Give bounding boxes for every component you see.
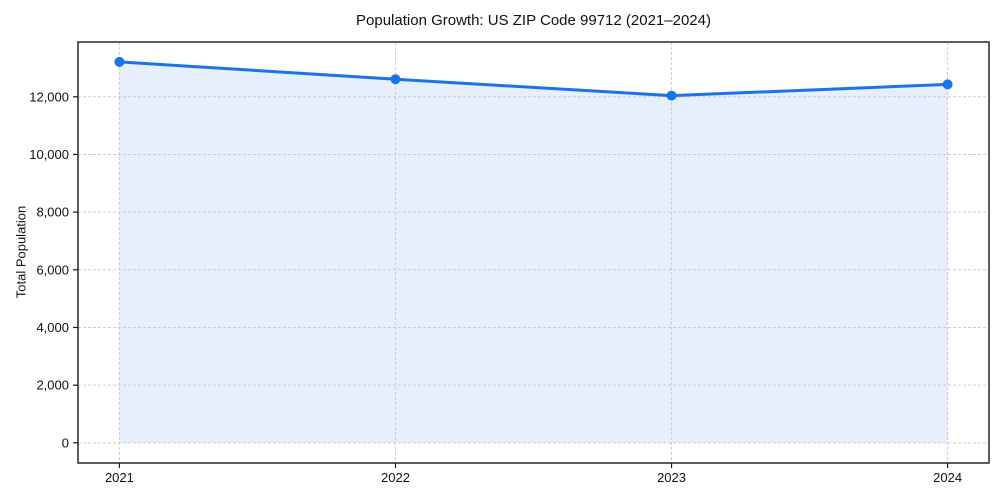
x-tick-label: 2022 [381,470,410,485]
data-point [666,90,677,101]
plot-border [77,41,990,464]
y-tick-label: 0 [62,435,69,450]
y-tick-label: 10,000 [29,147,69,162]
data-line [117,60,950,98]
y-tick-label: 6,000 [36,262,69,277]
data-point [114,56,125,67]
x-tick-label: 2021 [105,470,134,485]
y-tick-label: 8,000 [36,205,69,220]
data-point [942,79,953,90]
data-point [390,74,401,85]
y-tick-label: 2,000 [36,378,69,393]
chart-title: Population Growth: US ZIP Code 99712 (20… [356,12,711,29]
y-tick-label: 12,000 [29,89,69,104]
y-tick-label: 4,000 [36,320,69,335]
x-tick-label: 2023 [657,470,686,485]
area-fill [119,61,948,443]
x-tick-label: 2024 [933,470,962,485]
